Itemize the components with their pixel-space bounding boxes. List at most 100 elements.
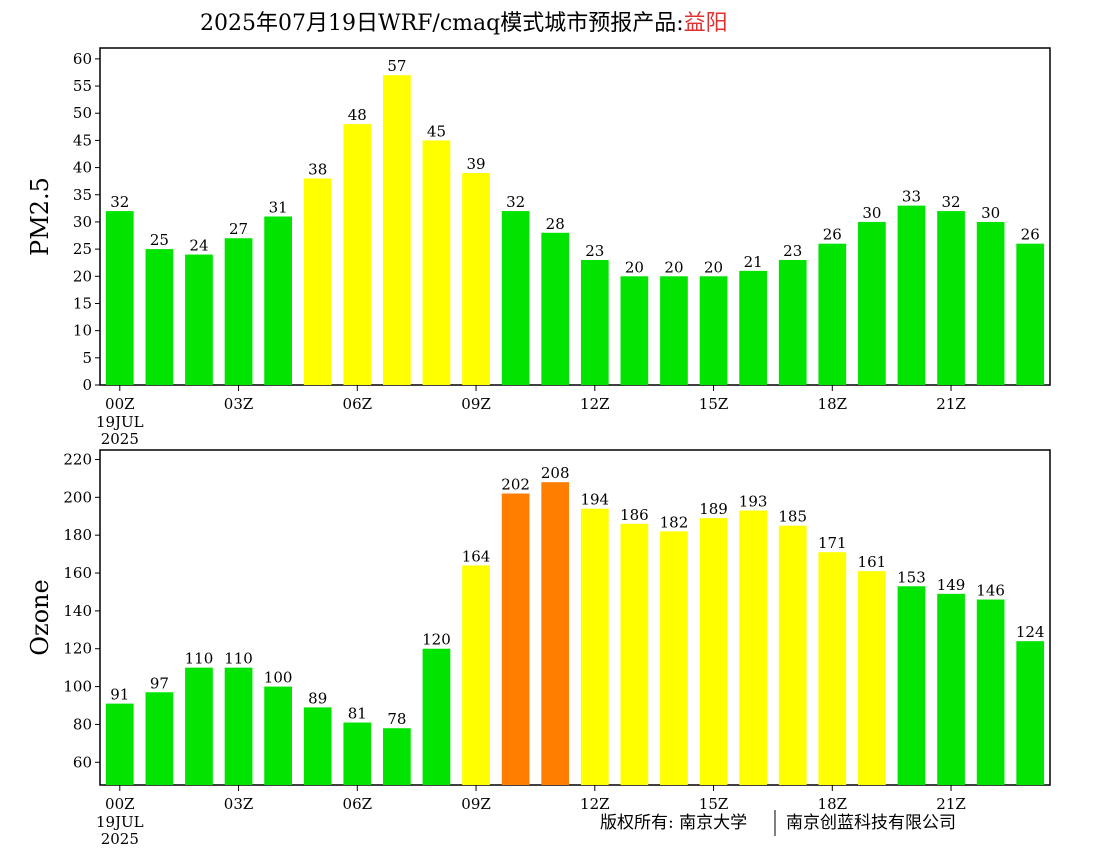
ozone-value-label: 161 <box>858 553 887 571</box>
company-text: 南京创蓝科技有限公司 <box>786 813 956 833</box>
ozone-bar <box>937 593 965 785</box>
pm25-value-label: 28 <box>546 215 565 233</box>
ozone-bar <box>383 728 411 785</box>
ozone-x-tick-label: 06Z <box>343 795 373 813</box>
ozone-x-tick-label: 15Z <box>699 795 729 813</box>
ozone-bar <box>818 552 847 785</box>
ozone-y-tick-label: 100 <box>63 678 92 696</box>
pm25-value-label: 48 <box>348 106 367 124</box>
ozone-bar <box>264 686 292 785</box>
pm25-value-label: 30 <box>862 204 881 222</box>
pm25-bar <box>580 259 609 385</box>
pm25-value-label: 32 <box>941 193 960 211</box>
pm25-x-tick-label: 18Z <box>818 395 848 413</box>
ozone-value-label: 100 <box>264 669 293 687</box>
ozone-bar <box>858 571 886 785</box>
ozone-value-label: 153 <box>897 568 926 586</box>
ozone-chart-panel: 91 97 110 110 100 89 81 78 120 164 202 208 194 186 182… <box>26 449 1051 848</box>
pm25-value-label: 20 <box>664 258 683 276</box>
ozone-bar <box>343 722 372 785</box>
pm25-bar <box>383 75 411 386</box>
pm25-bar <box>699 276 728 385</box>
pm25-y-tick-label: 10 <box>73 322 92 340</box>
pm25-value-label: 45 <box>427 122 446 140</box>
pm25-date-label: 2025 <box>101 430 139 448</box>
pm25-y-axis-label: PM2.5 <box>26 177 54 256</box>
pm25-value-label: 32 <box>110 193 129 211</box>
pm25-bar <box>185 254 213 385</box>
pm25-y-tick-label: 5 <box>82 349 92 367</box>
pm25-date-label: 19JUL <box>96 413 144 431</box>
ozone-bar <box>422 648 451 785</box>
pm25-y-tick-label: 35 <box>73 186 92 204</box>
pm25-bar <box>778 259 807 385</box>
pm25-value-label: 33 <box>902 188 921 206</box>
ozone-plot-frame <box>99 449 1051 786</box>
ozone-y-tick-label: 180 <box>63 526 92 544</box>
pm25-bar <box>264 216 292 385</box>
ozone-y-tick-label: 200 <box>63 488 92 506</box>
ozone-bar <box>580 508 609 785</box>
ozone-bar <box>620 523 649 785</box>
pm25-bar <box>224 238 253 385</box>
ozone-bar <box>105 703 134 785</box>
pm25-x-tick-label: 21Z <box>936 395 966 413</box>
pm25-bar <box>422 140 451 385</box>
ozone-bar <box>501 493 530 785</box>
pm25-value-label: 57 <box>387 57 406 75</box>
ozone-bar <box>1016 641 1045 785</box>
pm25-x-tick-label: 03Z <box>224 395 254 413</box>
pm25-bar <box>303 178 332 385</box>
ozone-value-label: 91 <box>110 686 129 704</box>
ozone-y-tick-label: 60 <box>73 753 92 771</box>
pm25-bar <box>343 124 372 385</box>
pm25-value-label: 20 <box>704 258 723 276</box>
ozone-bar <box>699 518 728 785</box>
ozone-value-label: 89 <box>308 689 327 707</box>
pm25-x-tick-label: 09Z <box>461 395 491 413</box>
pm25-value-label: 21 <box>744 253 763 271</box>
pm25-bar <box>501 211 530 385</box>
pm25-bar <box>462 173 490 385</box>
ozone-bar <box>660 531 688 785</box>
ozone-bar <box>976 599 1005 785</box>
pm25-value-label: 24 <box>189 237 208 255</box>
ozone-bar <box>303 707 332 785</box>
pm25-value-label: 25 <box>150 231 169 249</box>
pm25-bar <box>897 205 926 385</box>
chart-title-main: 2025年07月19日WRF/cmaq模式城市预报产品: <box>200 11 684 36</box>
ozone-value-label: 202 <box>501 476 530 494</box>
pm25-value-label: 20 <box>625 258 644 276</box>
pm25-bar <box>145 249 174 385</box>
pm25-y-tick-label: 45 <box>73 131 92 149</box>
copyright-text: 版权所有: 南京大学 <box>600 813 747 833</box>
ozone-value-label: 124 <box>1016 623 1045 641</box>
ozone-x-tick-label: 18Z <box>818 795 848 813</box>
pm25-bar <box>858 221 886 385</box>
ozone-value-label: 110 <box>224 650 253 668</box>
pm25-bar <box>976 221 1005 385</box>
pm25-bar <box>660 276 688 385</box>
ozone-value-label: 78 <box>387 710 406 728</box>
pm25-y-tick-label: 20 <box>73 267 92 285</box>
pm25-y-tick-label: 0 <box>82 376 92 394</box>
pm25-value-label: 32 <box>506 193 525 211</box>
ozone-bar <box>224 667 253 785</box>
pm25-y-tick-label: 60 <box>73 50 92 68</box>
pm25-value-label: 30 <box>981 204 1000 222</box>
ozone-date-label: 19JUL <box>96 813 144 831</box>
pm25-y-tick-label: 15 <box>73 294 92 312</box>
ozone-value-label: 193 <box>739 493 768 511</box>
ozone-value-label: 120 <box>422 631 451 649</box>
pm25-bar <box>937 211 965 385</box>
pm25-bar <box>739 270 767 385</box>
chart-title: 2025年07月19日WRF/cmaq模式城市预报产品:益阳 <box>200 11 728 36</box>
pm25-value-label: 27 <box>229 220 248 238</box>
pm25-x-tick-label: 06Z <box>343 395 373 413</box>
ozone-x-tick-label: 03Z <box>224 795 254 813</box>
pm25-value-label: 23 <box>783 242 802 260</box>
ozone-value-label: 149 <box>937 576 966 594</box>
ozone-bar <box>897 586 926 785</box>
pm25-y-tick-label: 55 <box>73 77 92 95</box>
pm25-value-label: 38 <box>308 160 327 178</box>
